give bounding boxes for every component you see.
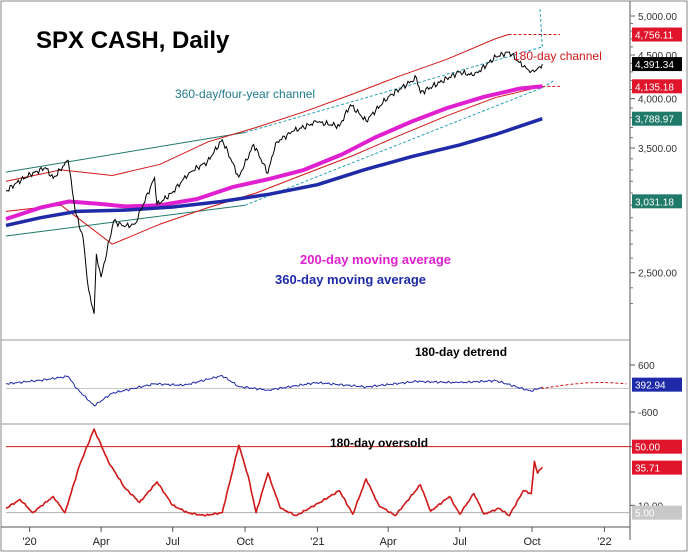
oversold-value-tag-bg	[632, 460, 682, 475]
price-value-tag-bg	[632, 111, 682, 126]
detrend-tick-label: 600	[638, 361, 655, 372]
y-tick-label: 4,500.00	[638, 51, 677, 62]
detrend-line	[6, 375, 543, 407]
price-value-tag-bg	[632, 79, 682, 94]
chart-title: SPX CASH, Daily	[36, 27, 230, 54]
x-tick-label: Apr	[380, 536, 397, 548]
channel-180-line	[5, 85, 543, 245]
ma360-line	[5, 117, 543, 228]
y-tick-label: 3,500.00	[638, 144, 677, 155]
ma200-line	[5, 84, 543, 221]
y-tick-label: 4,000.00	[638, 95, 677, 106]
channel-360-line-projection	[244, 87, 543, 206]
oversold-value-tag-bg	[632, 505, 682, 520]
channel-180-line	[5, 34, 509, 182]
label-ma360: 360-day moving average	[275, 272, 426, 287]
price-value-tag: 4,391.34	[635, 60, 674, 71]
channel-360-line	[5, 132, 246, 173]
price-value-tag: 3,031.18	[635, 197, 674, 208]
x-tick-label: Jul	[453, 536, 467, 548]
y-tick-label: 5,000.00	[638, 12, 677, 23]
y-tick-label: 2,500.00	[638, 269, 677, 280]
detrend-value-tag-bg	[632, 377, 682, 392]
oversold-value-tag: 50.00	[635, 443, 660, 454]
detrend-title: 180-day detrend	[415, 345, 507, 359]
channel-360-projection-upper	[539, 7, 543, 47]
oversold-title: 180-day oversold	[330, 436, 428, 450]
price-value-tag: 4,135.18	[635, 82, 674, 93]
oversold-value-tag-bg	[632, 439, 682, 454]
label-180-channel: 180-day channel	[513, 49, 602, 63]
price-value-tag: 3,788.97	[635, 115, 674, 126]
x-tick-label: Jul	[166, 536, 180, 548]
oversold-value-tag: 35.71	[635, 464, 660, 475]
oversold-line	[5, 428, 543, 517]
label-360-channel: 360-day/four-year channel	[175, 87, 315, 101]
detrend-value-tag: 392.94	[635, 381, 666, 392]
x-tick-label: '20	[22, 536, 36, 548]
x-tick-label: '22	[597, 536, 611, 548]
x-tick-label: '21	[310, 536, 324, 548]
x-tick-label: Oct	[524, 536, 541, 548]
oversold-value-tag: 5.00	[635, 509, 655, 520]
price-value-tag: 4,756.11	[635, 31, 674, 42]
detrend-projection	[541, 382, 627, 390]
x-tick-label: Apr	[93, 536, 110, 548]
price-value-tag-bg	[632, 194, 682, 209]
label-ma200: 200-day moving average	[300, 252, 451, 267]
channel-360-line	[5, 204, 246, 237]
detrend-tick-label: -600	[638, 408, 658, 419]
price-value-tag-bg	[632, 57, 682, 72]
spx-price-line	[5, 51, 543, 314]
price-value-tag-bg	[632, 27, 682, 42]
x-tick-label: Oct	[236, 536, 253, 548]
